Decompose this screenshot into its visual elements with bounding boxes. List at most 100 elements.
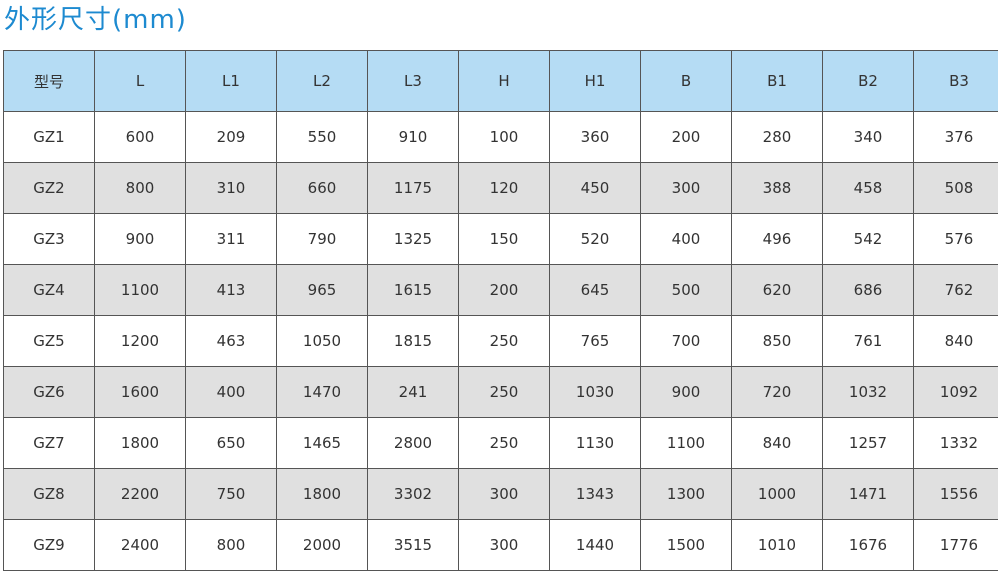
value-cell: 496 <box>731 213 823 265</box>
value-cell: 300 <box>458 468 550 520</box>
value-cell: 1100 <box>94 264 186 316</box>
value-cell: 150 <box>458 213 550 265</box>
value-cell: 1800 <box>276 468 368 520</box>
value-cell: 542 <box>822 213 914 265</box>
value-cell: 1257 <box>822 417 914 469</box>
value-cell: 2400 <box>94 519 186 571</box>
value-cell: 1465 <box>276 417 368 469</box>
value-cell: 965 <box>276 264 368 316</box>
column-header: B2 <box>822 50 914 112</box>
column-header: L2 <box>276 50 368 112</box>
value-cell: 250 <box>458 366 550 418</box>
value-cell: 1200 <box>94 315 186 367</box>
value-cell: 650 <box>185 417 277 469</box>
value-cell: 1092 <box>913 366 998 418</box>
value-cell: 910 <box>367 111 459 163</box>
value-cell: 800 <box>94 162 186 214</box>
value-cell: 900 <box>640 366 732 418</box>
value-cell: 400 <box>185 366 277 418</box>
column-header: B <box>640 50 732 112</box>
value-cell: 300 <box>458 519 550 571</box>
value-cell: 700 <box>640 315 732 367</box>
value-cell: 310 <box>185 162 277 214</box>
value-cell: 1556 <box>913 468 998 520</box>
value-cell: 686 <box>822 264 914 316</box>
table-row: GZ3 900 311 790 1325 150 520 400 496 542 576 <box>3 213 998 265</box>
value-cell: 1676 <box>822 519 914 571</box>
value-cell: 400 <box>640 213 732 265</box>
model-cell: GZ9 <box>3 519 95 571</box>
model-cell: GZ8 <box>3 468 95 520</box>
value-cell: 376 <box>913 111 998 163</box>
value-cell: 1615 <box>367 264 459 316</box>
column-header: L3 <box>367 50 459 112</box>
value-cell: 2800 <box>367 417 459 469</box>
value-cell: 280 <box>731 111 823 163</box>
column-header: B1 <box>731 50 823 112</box>
value-cell: 200 <box>458 264 550 316</box>
value-cell: 620 <box>731 264 823 316</box>
model-cell: GZ3 <box>3 213 95 265</box>
value-cell: 1800 <box>94 417 186 469</box>
value-cell: 300 <box>640 162 732 214</box>
value-cell: 388 <box>731 162 823 214</box>
value-cell: 1500 <box>640 519 732 571</box>
value-cell: 120 <box>458 162 550 214</box>
value-cell: 600 <box>94 111 186 163</box>
value-cell: 1815 <box>367 315 459 367</box>
value-cell: 645 <box>549 264 641 316</box>
value-cell: 311 <box>185 213 277 265</box>
value-cell: 1000 <box>731 468 823 520</box>
value-cell: 800 <box>185 519 277 571</box>
column-header: L <box>94 50 186 112</box>
model-cell: GZ6 <box>3 366 95 418</box>
value-cell: 1300 <box>640 468 732 520</box>
value-cell: 500 <box>640 264 732 316</box>
table-row: GZ4 1100 413 965 1615 200 645 500 620 686 762 <box>3 264 998 316</box>
value-cell: 1130 <box>549 417 641 469</box>
value-cell: 1343 <box>549 468 641 520</box>
value-cell: 100 <box>458 111 550 163</box>
table-row: GZ6 1600 400 1470 241 250 1030 900 720 1032 1092 <box>3 366 998 418</box>
model-cell: GZ4 <box>3 264 95 316</box>
table-row: GZ7 1800 650 1465 2800 250 1130 1100 840 1257 1332 <box>3 417 998 469</box>
value-cell: 1032 <box>822 366 914 418</box>
value-cell: 790 <box>276 213 368 265</box>
value-cell: 550 <box>276 111 368 163</box>
value-cell: 450 <box>549 162 641 214</box>
table-row: GZ1 600 209 550 910 100 360 200 280 340 376 <box>3 111 998 163</box>
column-header: B3 <box>913 50 998 112</box>
value-cell: 850 <box>731 315 823 367</box>
value-cell: 3515 <box>367 519 459 571</box>
model-cell: GZ7 <box>3 417 95 469</box>
value-cell: 750 <box>185 468 277 520</box>
value-cell: 360 <box>549 111 641 163</box>
table-row: GZ5 1200 463 1050 1815 250 765 700 850 761 840 <box>3 315 998 367</box>
value-cell: 463 <box>185 315 277 367</box>
column-header: 型号 <box>3 50 95 112</box>
model-cell: GZ5 <box>3 315 95 367</box>
page-title: 外形尺寸(mm) <box>4 5 187 35</box>
value-cell: 1030 <box>549 366 641 418</box>
value-cell: 413 <box>185 264 277 316</box>
dimensions-table: 型号 L L1 L2 L3 H H1 B B1 B2 B3 GZ1 600 209 550 910 100 36… <box>3 50 998 571</box>
value-cell: 1050 <box>276 315 368 367</box>
value-cell: 3302 <box>367 468 459 520</box>
value-cell: 1600 <box>94 366 186 418</box>
header-row: 型号 L L1 L2 L3 H H1 B B1 B2 B3 <box>3 50 998 112</box>
model-cell: GZ2 <box>3 162 95 214</box>
value-cell: 660 <box>276 162 368 214</box>
table-row: GZ8 2200 750 1800 3302 300 1343 1300 1000 1471 155… <box>3 468 998 520</box>
value-cell: 720 <box>731 366 823 418</box>
value-cell: 520 <box>549 213 641 265</box>
model-cell: GZ1 <box>3 111 95 163</box>
value-cell: 1100 <box>640 417 732 469</box>
value-cell: 1471 <box>822 468 914 520</box>
value-cell: 250 <box>458 315 550 367</box>
value-cell: 200 <box>640 111 732 163</box>
value-cell: 241 <box>367 366 459 418</box>
table-row: GZ2 800 310 660 1175 120 450 300 388 458 508 <box>3 162 998 214</box>
value-cell: 1332 <box>913 417 998 469</box>
value-cell: 765 <box>549 315 641 367</box>
value-cell: 250 <box>458 417 550 469</box>
